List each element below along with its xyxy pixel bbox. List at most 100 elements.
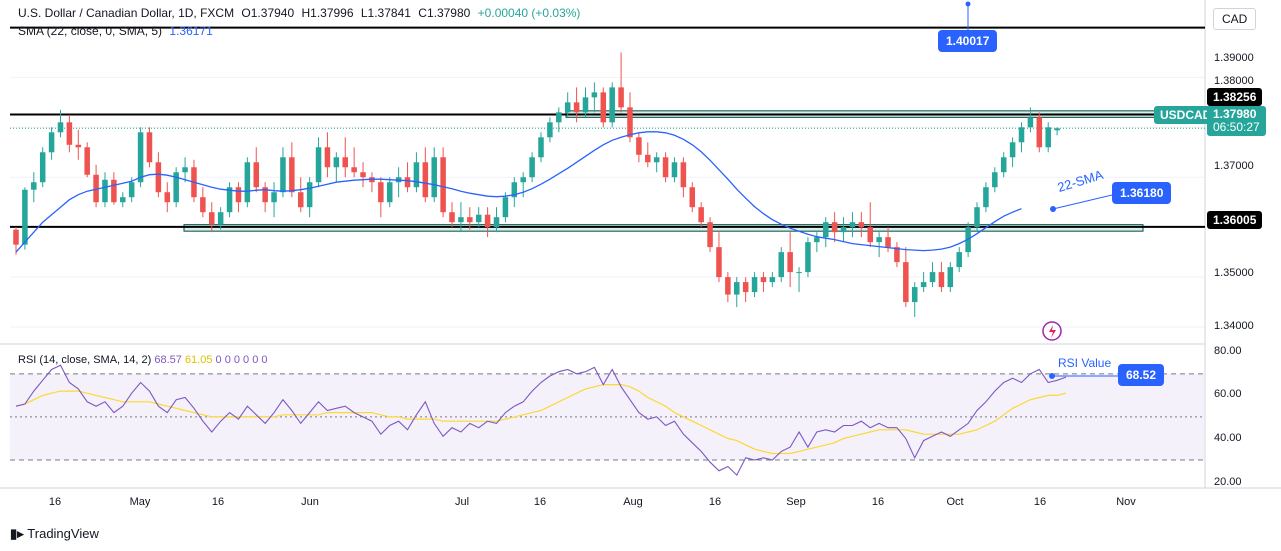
candle-body — [120, 197, 126, 203]
x-tick: Jun — [301, 496, 319, 508]
candle-body — [556, 112, 562, 123]
candle-body — [378, 182, 384, 203]
candle-body — [680, 162, 687, 188]
rsi-extra-values: 0 0 0 0 0 0 — [215, 354, 268, 366]
candle-body — [475, 214, 482, 223]
symbol-badge: USDCAD — [1154, 106, 1218, 124]
candle-body — [716, 247, 722, 278]
candle-body — [182, 167, 188, 173]
horizontal-levels — [10, 26, 1205, 228]
candle-body — [974, 207, 980, 228]
candle-body — [876, 237, 882, 243]
candle-body — [137, 132, 144, 183]
candle-body — [217, 212, 224, 225]
symbol-description: U.S. Dollar / Canadian Dollar, 1D, FXCM — [18, 6, 235, 20]
candle-body — [734, 282, 740, 295]
candle-body — [342, 157, 348, 168]
x-tick: 16 — [1033, 496, 1047, 508]
rsi-lines — [15, 364, 1067, 477]
candle-body — [13, 229, 19, 245]
candle-body — [538, 137, 544, 158]
target-callout: 1.40017 — [938, 30, 998, 52]
candle-body — [751, 277, 758, 293]
candle-body — [155, 162, 162, 193]
price-tick: 1.38000 — [1214, 75, 1254, 87]
candle-body — [31, 182, 37, 190]
candle-body — [164, 192, 171, 203]
event-icon — [1042, 321, 1062, 341]
sma-line — [15, 131, 1022, 253]
candle-body — [413, 162, 420, 188]
brand-name: TradingView — [27, 526, 99, 541]
candle-body — [564, 102, 571, 113]
x-tick: 16 — [533, 496, 547, 508]
candle-body — [591, 92, 598, 98]
candle-body — [769, 277, 776, 283]
sma-description: SMA (22, close, 0, SMA, 5) — [18, 24, 163, 38]
candle-body — [520, 177, 526, 183]
price-tick: 1.35000 — [1214, 267, 1254, 279]
candle-body — [1054, 128, 1060, 131]
candle-body — [449, 212, 455, 223]
x-tick: 16 — [708, 496, 722, 508]
rsi-description: RSI (14, close, SMA, 14, 2) — [18, 354, 152, 366]
candle-body — [600, 92, 607, 123]
rsi-header: RSI (14, close, SMA, 14, 2) 68.57 61.05 … — [18, 354, 268, 366]
x-tick: 16 — [48, 496, 62, 508]
candle-body — [235, 187, 242, 203]
candle-body — [662, 157, 669, 178]
sma-header: SMA (22, close, 0, SMA, 5) 1.36171 — [18, 24, 217, 38]
candle-body — [725, 277, 731, 295]
rsi-annotation-label: RSI Value — [1058, 356, 1112, 370]
candle-body — [75, 144, 82, 148]
open-value: O1.37940 — [241, 6, 295, 20]
current-price: 1.37980 — [1213, 107, 1257, 121]
candle-body — [1009, 142, 1016, 158]
candle-body — [262, 187, 268, 203]
sma-callout: 1.36180 — [1112, 182, 1172, 204]
x-tick: Oct — [946, 496, 964, 508]
candle-body — [467, 217, 473, 223]
candle-body — [778, 252, 785, 278]
rsi-tick: 60.00 — [1214, 388, 1242, 400]
low-value: L1.37841 — [360, 6, 411, 20]
candle-body — [48, 132, 55, 153]
candle-body — [609, 87, 615, 123]
candle-body — [1045, 127, 1051, 148]
candle-body — [573, 102, 580, 113]
candles — [13, 52, 1060, 318]
candle-body — [814, 237, 820, 243]
candle-body — [324, 147, 331, 168]
candle-body — [440, 157, 446, 213]
tradingview-logo[interactable]: ▮▸ TradingView — [10, 526, 99, 542]
candle-body — [226, 187, 233, 213]
candle-body — [653, 157, 660, 163]
candle-body — [458, 217, 464, 223]
rsi-tick: 40.00 — [1214, 432, 1242, 444]
level-label-bottom: 1.36005 — [1207, 211, 1263, 229]
candle-body — [173, 172, 179, 203]
candle-body — [404, 177, 411, 188]
rsi-callout: 68.52 — [1118, 364, 1165, 386]
close-value: C1.37980 — [418, 6, 471, 20]
candle-body — [742, 282, 749, 293]
price-tick: 1.37000 — [1214, 160, 1254, 172]
candle-body — [386, 182, 393, 203]
candle-body — [831, 222, 838, 233]
candle-body — [66, 122, 73, 145]
candle-body — [760, 277, 767, 283]
x-tick: Aug — [623, 496, 643, 508]
candle-body — [315, 147, 322, 183]
candle-body — [894, 247, 900, 263]
candle-body — [244, 162, 251, 203]
change-value: +0.00040 (+0.03%) — [477, 6, 581, 20]
target-dot — [965, 1, 971, 7]
candle-body — [93, 174, 99, 203]
candle-body — [858, 222, 865, 228]
currency-selector[interactable]: CAD — [1213, 8, 1257, 30]
candle-body — [840, 227, 847, 233]
candle-body — [511, 182, 518, 198]
candle-body — [333, 157, 340, 168]
candle-body — [903, 262, 909, 303]
